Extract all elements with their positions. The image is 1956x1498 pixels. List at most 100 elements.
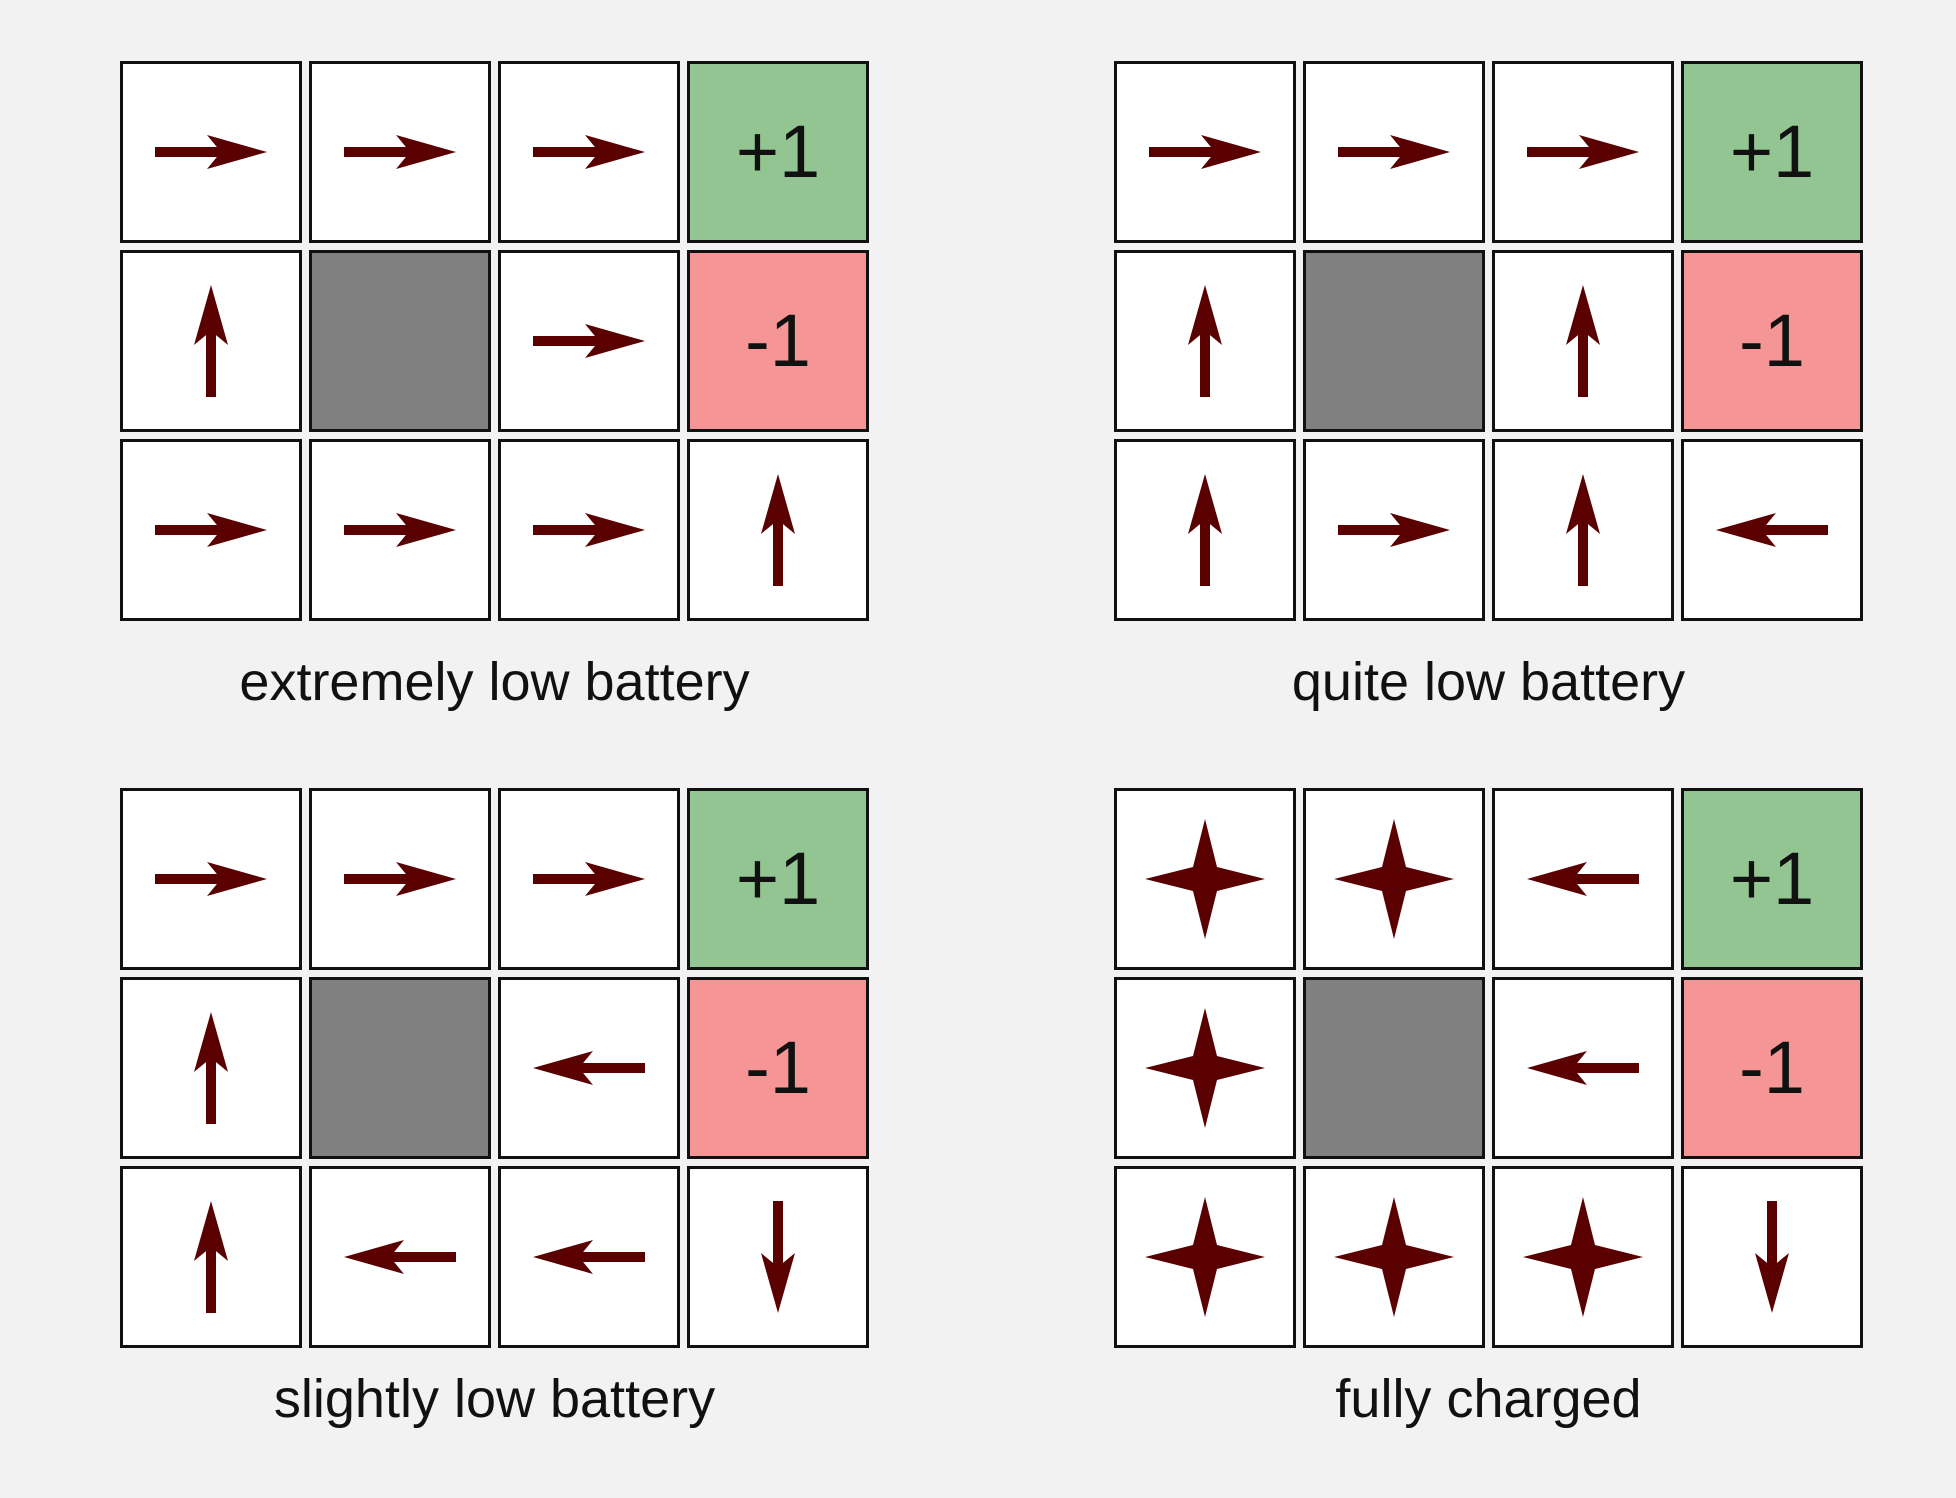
gridworld: +1 -1 [1114,61,1863,621]
pit-cell: -1 [687,977,869,1159]
arrow-left-icon [533,1051,645,1085]
arrow-right-icon [1149,135,1261,169]
arrow-right-icon [1338,135,1450,169]
arrow-right-icon [155,862,267,896]
goal-cell: +1 [687,788,869,970]
arrow-up-icon [194,1201,228,1313]
policy-cell [120,61,302,243]
arrow-down-icon [1755,1201,1789,1313]
arrow-right-icon [533,862,645,896]
arrow-right-icon [344,135,456,169]
arrow-up-icon [194,1012,228,1124]
reward-label: +1 [735,110,821,193]
arrow-left-icon [344,1240,456,1274]
policy-cell [687,439,869,621]
policy-cell [1114,788,1296,970]
policy-cell [1114,977,1296,1159]
gridworld: +1 -1 [120,788,869,1348]
star-icon [1334,1197,1454,1317]
wall-cell [1303,977,1485,1159]
arrow-right-icon [155,513,267,547]
policy-cell [1492,977,1674,1159]
policy-cell [1681,439,1863,621]
panel-caption: slightly low battery [273,1369,716,1429]
arrow-right-icon [344,862,456,896]
reward-label: +1 [1729,110,1815,193]
policy-cell [120,439,302,621]
policy-cell [120,1166,302,1348]
reward-label: -1 [745,1026,811,1109]
policy-cell [120,788,302,970]
arrow-down-icon [761,1201,795,1313]
pit-cell: -1 [1681,250,1863,432]
wall-cell [309,977,491,1159]
arrow-right-icon [344,513,456,547]
pit-cell: -1 [687,250,869,432]
goal-cell: +1 [1681,788,1863,970]
goal-cell: +1 [1681,61,1863,243]
star-icon [1145,1197,1265,1317]
gridworld: +1 -1 [120,61,869,621]
arrow-right-icon [1527,135,1639,169]
panel-caption: fully charged [1335,1369,1642,1429]
arrow-up-icon [1566,285,1600,397]
panel-caption: extremely low battery [239,652,750,712]
policy-cell [1303,439,1485,621]
policy-cell [1114,1166,1296,1348]
policy-cell [120,977,302,1159]
policy-cell [120,250,302,432]
star-icon [1145,819,1265,939]
policy-cell [1492,61,1674,243]
arrow-right-icon [155,135,267,169]
policy-cell [498,788,680,970]
policy-cell [1303,788,1485,970]
star-icon [1523,1197,1643,1317]
policy-cell [309,61,491,243]
wall-cell [1303,250,1485,432]
arrow-left-icon [533,1240,645,1274]
policy-cell [1492,1166,1674,1348]
star-icon [1145,1008,1265,1128]
star-icon [1334,819,1454,939]
arrow-up-icon [1188,474,1222,586]
policy-cell [498,977,680,1159]
reward-label: -1 [1739,1026,1805,1109]
arrow-right-icon [533,513,645,547]
policy-cell [498,439,680,621]
goal-cell: +1 [687,61,869,243]
arrow-left-icon [1716,513,1828,547]
policy-cell [1492,788,1674,970]
policy-cell [1303,1166,1485,1348]
policy-cell [1492,250,1674,432]
pit-cell: -1 [1681,977,1863,1159]
arrow-up-icon [1188,285,1222,397]
policy-cell [1114,439,1296,621]
policy-cell [1114,250,1296,432]
policy-cell [687,1166,869,1348]
policy-cell [309,439,491,621]
policy-cell [498,250,680,432]
reward-label: -1 [1739,299,1805,382]
reward-label: -1 [745,299,811,382]
policy-cell [1303,61,1485,243]
arrow-left-icon [1527,862,1639,896]
arrow-up-icon [761,474,795,586]
arrow-right-icon [533,135,645,169]
wall-cell [309,250,491,432]
reward-label: +1 [735,837,821,920]
arrow-right-icon [1338,513,1450,547]
policy-cell [498,1166,680,1348]
arrow-right-icon [533,324,645,358]
panel-caption: quite low battery [1291,652,1686,712]
policy-cell [309,788,491,970]
arrow-up-icon [194,285,228,397]
gridworld: +1 -1 [1114,788,1863,1348]
policy-cell [1681,1166,1863,1348]
policy-cell [309,1166,491,1348]
arrow-up-icon [1566,474,1600,586]
arrow-left-icon [1527,1051,1639,1085]
policy-cell [1114,61,1296,243]
policy-cell [1492,439,1674,621]
reward-label: +1 [1729,837,1815,920]
policy-cell [498,61,680,243]
